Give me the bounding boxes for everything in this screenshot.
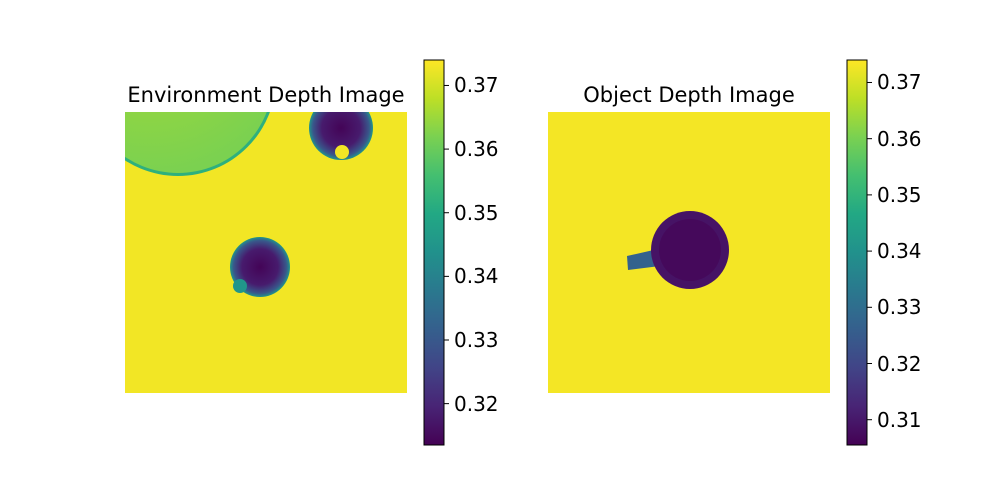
colorbar-0-tick-label-1: 0.33	[454, 328, 499, 352]
colorbar-1-tick-label-2: 0.33	[877, 295, 922, 320]
colorbar-0-tick-label-2: 0.34	[454, 264, 499, 289]
env-title: Environment Depth Image	[127, 83, 405, 107]
colorbar-1-tick-label-3: 0.34	[877, 239, 922, 264]
obj-title: Object Depth Image	[583, 83, 795, 107]
colorbar-1-tick-label-1: 0.32	[877, 351, 922, 376]
env-depth-image	[125, 112, 407, 393]
colorbar-1-tick-label-5: 0.36	[877, 126, 922, 151]
env-large-disc	[125, 112, 267, 173]
colorbar-0	[423, 59, 445, 446]
obj-cup-body	[659, 219, 721, 281]
obj-depth-image	[548, 112, 830, 393]
colorbar-1-tick-label-0: 0.31	[877, 407, 922, 432]
colorbar-0-tick-label-4: 0.36	[454, 137, 499, 162]
colorbar-1-tick-label-6: 0.37	[877, 70, 922, 95]
env-blob-center-bump	[233, 279, 247, 293]
env-blob-top-right	[309, 112, 373, 160]
colorbar-0-tick-label-3: 0.35	[454, 200, 499, 225]
colorbar-1	[846, 59, 868, 446]
colorbar-0-tick-label-0: 0.32	[454, 391, 499, 416]
env-blob-top-right-notch	[335, 145, 349, 159]
colorbar-1-tick-label-4: 0.35	[877, 182, 922, 207]
colorbar-0-tick-label-5: 0.37	[454, 73, 499, 98]
